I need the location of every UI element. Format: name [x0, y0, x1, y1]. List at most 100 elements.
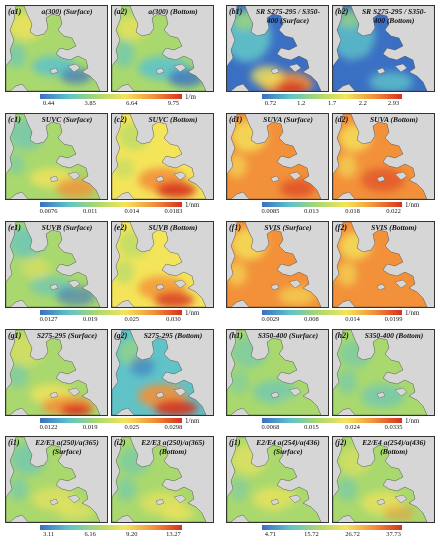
- panel-label: (g2): [114, 331, 128, 340]
- panel-label: (g1): [8, 331, 22, 340]
- islands: [270, 171, 302, 183]
- colorbar-tick-label: 26.72: [345, 531, 360, 538]
- islands: [49, 387, 81, 399]
- colorbar-tick-label: 0.024: [345, 424, 360, 431]
- islands: [376, 171, 408, 183]
- panel-title: E2/E3 a(250)/a(365) (Surface): [35, 438, 99, 456]
- panel-label: (h1): [229, 331, 243, 340]
- panel-title: SUVC (Bottom): [148, 115, 198, 124]
- colorbar-unit: 1/m: [185, 93, 196, 101]
- panel-label: (i1): [8, 438, 20, 447]
- map-panel-a1: (a1) a(300) (Surface): [5, 5, 108, 92]
- map-panel-d1: (d1) SUVA (Surface): [226, 113, 329, 200]
- panel-label: (i2): [114, 438, 126, 447]
- colorbar-tick-label: 0.025: [124, 424, 140, 431]
- map-svg: [333, 114, 434, 199]
- map-panel-c2: (c2) SUVC (Bottom): [111, 113, 214, 200]
- map-svg: [6, 330, 107, 415]
- colorbar-tick-label: 0.0127: [39, 316, 58, 323]
- colorbar-ticks: 0.0029 0.008 0.014 0.0199: [261, 316, 403, 324]
- colorbar-tick-label: 0.72: [264, 100, 277, 107]
- islands: [270, 494, 302, 506]
- colorbar-tick-label: 0.014: [124, 208, 140, 215]
- colorbar-tick-label: 0.022: [386, 208, 401, 215]
- colorbar-tick-label: 0.44: [42, 100, 55, 107]
- colorbar-tick-label: 0.0029: [261, 316, 280, 323]
- colorbar: [262, 525, 402, 530]
- colorbar-tick-label: 0.008: [304, 316, 319, 323]
- coastline: [227, 222, 322, 307]
- colorbar-ticks: 0.0122 0.019 0.025 0.0298: [40, 424, 183, 432]
- colorbar-tick-label: 0.0085: [261, 208, 280, 215]
- map-svg: [227, 6, 328, 91]
- coastline: [112, 6, 207, 91]
- map-panel-h1: (h1) S350-400 (Surface): [226, 329, 329, 416]
- colorbar-tick-label: 0.025: [124, 316, 140, 323]
- colorbar-tick-label: 3.11: [42, 531, 55, 538]
- colorbar-tick-label: 0.0199: [384, 316, 403, 323]
- panel-title: SVIS (Surface): [264, 223, 312, 232]
- map-panel-a2: (a2) a(300) (Bottom): [111, 5, 214, 92]
- colorbar-unit: 1/nm: [405, 417, 420, 425]
- islands: [49, 171, 81, 183]
- colorbar-tick-label: 0.030: [166, 316, 181, 323]
- panel-label: (c1): [8, 115, 21, 124]
- coastline: [333, 6, 428, 91]
- map-svg: [333, 330, 434, 415]
- panel-title: E2/E4 a(254)/a(436) (Surface): [256, 438, 320, 456]
- islands: [270, 387, 302, 399]
- coastline: [333, 222, 428, 307]
- map-panel-b2: (b2) SR S275-295 / S350-400 (Bottom): [332, 5, 435, 92]
- panel-title: SR S275-295 / S350-400 (Surface): [256, 7, 320, 25]
- map-panel-g1: (g1) S275-295 (Surface): [5, 329, 108, 416]
- colorbar: [40, 94, 182, 99]
- coastline: [227, 330, 322, 415]
- coastline: [112, 222, 207, 307]
- panel-label: (f1): [229, 223, 241, 232]
- map-svg: [112, 330, 213, 415]
- panel-title: SUVC (Surface): [41, 115, 93, 124]
- islands: [49, 279, 81, 291]
- panel-title: S350-400 (Surface): [257, 331, 319, 340]
- panel-title: a(300) (Bottom): [148, 7, 198, 16]
- map-svg: [333, 437, 434, 522]
- map-panel-b1: (b1) SR S275-295 / S350-400 (Surface): [226, 5, 329, 92]
- colorbar-tick-label: 1.2: [297, 100, 306, 107]
- coastline: [112, 437, 207, 522]
- coastline: [112, 114, 207, 199]
- map-panel-i1: (i1) E2/E3 a(250)/a(365) (Surface): [5, 436, 108, 523]
- islands: [376, 494, 408, 506]
- colorbar-tick-label: 0.014: [345, 316, 360, 323]
- map-panel-g2: (g2) S275-295 (Bottom): [111, 329, 214, 416]
- colorbar: [262, 202, 402, 207]
- map-svg: [227, 114, 328, 199]
- colorbar-tick-label: 4.71: [264, 531, 277, 538]
- panel-label: (h2): [335, 331, 349, 340]
- panel-label: (c2): [114, 115, 127, 124]
- islands: [155, 494, 187, 506]
- colorbar: [40, 418, 182, 423]
- coastline: [333, 437, 428, 522]
- panel-title: a(300) (Surface): [41, 7, 93, 16]
- map-svg: [227, 222, 328, 307]
- colorbar-ticks: 3.11 6.16 9.20 13.27: [40, 531, 182, 539]
- panel-title: S350-400 (Bottom): [364, 331, 424, 340]
- map-svg: [333, 6, 434, 91]
- colorbar-unit: 1/nm: [185, 201, 200, 209]
- colorbar-tick-label: 0.0068: [261, 424, 280, 431]
- islands: [376, 387, 408, 399]
- map-svg: [227, 437, 328, 522]
- colorbar-tick-label: 0.0076: [39, 208, 58, 215]
- map-svg: [227, 330, 328, 415]
- colorbar-tick-label: 6.16: [84, 531, 96, 538]
- colorbar-ticks: 0.44 3.85 6.64 9.75: [40, 100, 182, 108]
- colorbar-tick-label: 0.0183: [164, 208, 183, 215]
- panel-label: (d2): [335, 115, 349, 124]
- islands: [376, 63, 408, 75]
- islands: [155, 387, 187, 399]
- map-svg: [6, 437, 107, 522]
- map-panel-j2: (j2) E2/E4 a(254)/a(436) (Bottom): [332, 436, 435, 523]
- map-panel-h2: (h2) S350-400 (Bottom): [332, 329, 435, 416]
- panel-title: SVIS (Bottom): [371, 223, 417, 232]
- panel-label: (d1): [229, 115, 243, 124]
